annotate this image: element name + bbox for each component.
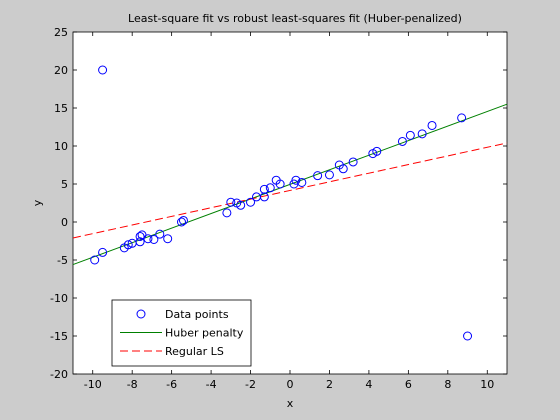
legend-label: Data points [165, 308, 229, 321]
legend-label: Regular LS [165, 345, 224, 358]
data-point [98, 65, 108, 75]
legend-label: Huber penalty [165, 327, 244, 340]
data-point [155, 229, 165, 239]
x-tick-label: 0 [287, 378, 294, 391]
data-point [149, 234, 159, 244]
x-tick-label: 2 [326, 378, 333, 391]
x-axis-label: x [287, 397, 294, 410]
x-tick-label: -8 [127, 378, 138, 391]
data-point [324, 170, 334, 180]
data-point [405, 130, 415, 140]
data-layer [72, 65, 508, 341]
x-tick-label: -10 [84, 378, 102, 391]
x-tick-label: -4 [206, 378, 217, 391]
y-tick-label: -15 [50, 330, 68, 343]
y-tick-label: 0 [61, 216, 68, 229]
data-point [348, 157, 358, 167]
data-point [427, 120, 437, 130]
legend: Data points Huber penalty Regular LS [111, 299, 252, 367]
data-point [90, 255, 100, 265]
y-axis-label: y [31, 199, 44, 206]
data-point [313, 171, 323, 181]
data-point [397, 136, 407, 146]
data-point [463, 331, 473, 341]
y-tick-label: 20 [54, 64, 68, 77]
legend-marker-data-points [136, 309, 146, 319]
x-tick-label: 6 [405, 378, 412, 391]
regular-ls-fit-line [72, 142, 508, 239]
data-point [177, 217, 186, 227]
data-point [297, 177, 307, 187]
x-tick-label: 10 [480, 378, 494, 391]
data-point [226, 197, 236, 207]
data-point [291, 175, 301, 185]
x-tick-label: 4 [365, 378, 372, 391]
chart-title: Least-square fit vs robust least-squares… [128, 12, 462, 25]
data-point [98, 247, 108, 257]
data-point [259, 184, 269, 194]
data-point [246, 197, 256, 207]
x-tick-label: 8 [444, 378, 451, 391]
y-tick-label: 25 [54, 26, 68, 39]
data-point [135, 237, 145, 247]
data-point [265, 183, 275, 193]
data-point [338, 164, 348, 174]
x-tick-label: -6 [166, 378, 177, 391]
data-point [372, 146, 382, 156]
y-tick-label: -20 [50, 368, 68, 381]
data-point [417, 129, 427, 139]
y-tick-label: 15 [54, 102, 68, 115]
y-tick-label: 5 [61, 178, 68, 191]
data-point [275, 179, 285, 189]
legend-entries: Data points Huber penalty Regular LS [120, 308, 244, 358]
data-point [457, 113, 467, 123]
data-point [178, 215, 188, 225]
y-tick-label: 10 [54, 140, 68, 153]
y-tick-label: -5 [57, 254, 68, 267]
data-point [143, 234, 153, 244]
x-tick-label: -2 [245, 378, 256, 391]
data-point [236, 200, 246, 210]
y-tick-label: -10 [50, 292, 68, 305]
data-point [222, 208, 232, 218]
data-point [163, 234, 173, 244]
data-point [135, 231, 145, 241]
data-point [123, 240, 133, 250]
